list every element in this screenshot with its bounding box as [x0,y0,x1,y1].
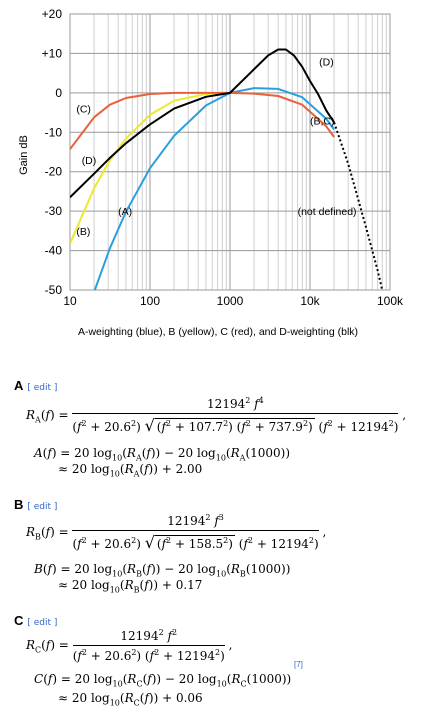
y-tick-label: +20 [42,7,63,21]
chart-caption: A-weighting (blue), B (yellow), C (red),… [78,326,358,338]
x-tick-label: 100 [140,294,160,308]
y-tick-label: 0 [55,86,62,100]
chart-annotations: (D) (B,C) (C) (D) (A) (B) (not defined) [76,56,356,238]
x-tick-label: 1000 [217,294,244,308]
edit-link-a[interactable]: [ edit ] [27,383,58,393]
x-tick-label: 10 [63,294,77,308]
curve-label: (not defined) [298,206,357,218]
curve-label: (A) [118,206,132,218]
series-a-line [93,87,335,290]
formula-c-approx: ≈ 20 log10(RC(f)) + 0.06 [58,691,203,708]
y-tick-label: -30 [45,204,63,218]
series-d-line [70,48,335,199]
formula-c: C(f) = 20 log10(RC(f)) − 20 log10(RC(100… [34,672,292,689]
chart-ticks: 10 100 1000 10k 100k +20 +10 0 -10 -20 -30 -40 -50 [42,7,404,308]
curve-label: (B,C) [310,115,335,127]
section-a-heading: A[ edit ] [14,378,58,393]
curve-label: (B) [76,226,90,238]
series-b-line [70,91,231,244]
curve-label: (D) [82,155,97,167]
formula-b: B(f) = 20 log10(RB(f)) − 20 log10(RB(100… [34,562,291,579]
curve-label: (C) [76,104,91,116]
section-c-heading: C[ edit ] [14,613,58,628]
x-tick-label: 100k [377,294,404,308]
y-tick-label: -10 [45,125,63,139]
curve-label: (D) [319,56,334,68]
section-b-heading: B[ edit ] [14,497,58,512]
formula-a-approx: ≈ 20 log10(RA(f)) + 2.00 [58,462,203,479]
x-tick-label: 10k [300,294,320,308]
formula-b-approx: ≈ 20 log10(RB(f)) + 0.17 [58,578,203,595]
series-not-defined-line [333,122,384,290]
y-tick-label: -20 [45,165,63,179]
y-tick-label: -40 [45,244,63,258]
chart-grid [69,13,391,291]
edit-link-b[interactable]: [ edit ] [27,502,58,512]
formula-ra: RA(f) = 121942 f4 (f2 + 20.62) √ (f2 + 107… [26,396,407,435]
edit-link-c[interactable]: [ edit ] [27,618,58,628]
y-tick-label: +10 [42,46,63,60]
formula-rc: RC(f) = 121942 f2 (f2 + 20.62) (f2 + 1219… [26,628,233,663]
y-axis-label: Gain dB [18,135,30,175]
weighting-chart: 10 100 1000 10k 100k +20 +10 0 -10 -20 -30 -40 -50 (… [18,7,404,338]
formula-a: A(f) = 20 log10(RA(f)) − 20 log10(RA(100… [34,446,291,463]
series-c-line [70,91,335,150]
formula-rb: RB(f) = 121942 f3 (f2 + 20.62) √ (f2 + 158… [26,513,327,552]
chart-series [70,48,384,290]
y-tick-label: -50 [45,283,63,297]
reference-mark[interactable]: [7] [294,660,303,669]
